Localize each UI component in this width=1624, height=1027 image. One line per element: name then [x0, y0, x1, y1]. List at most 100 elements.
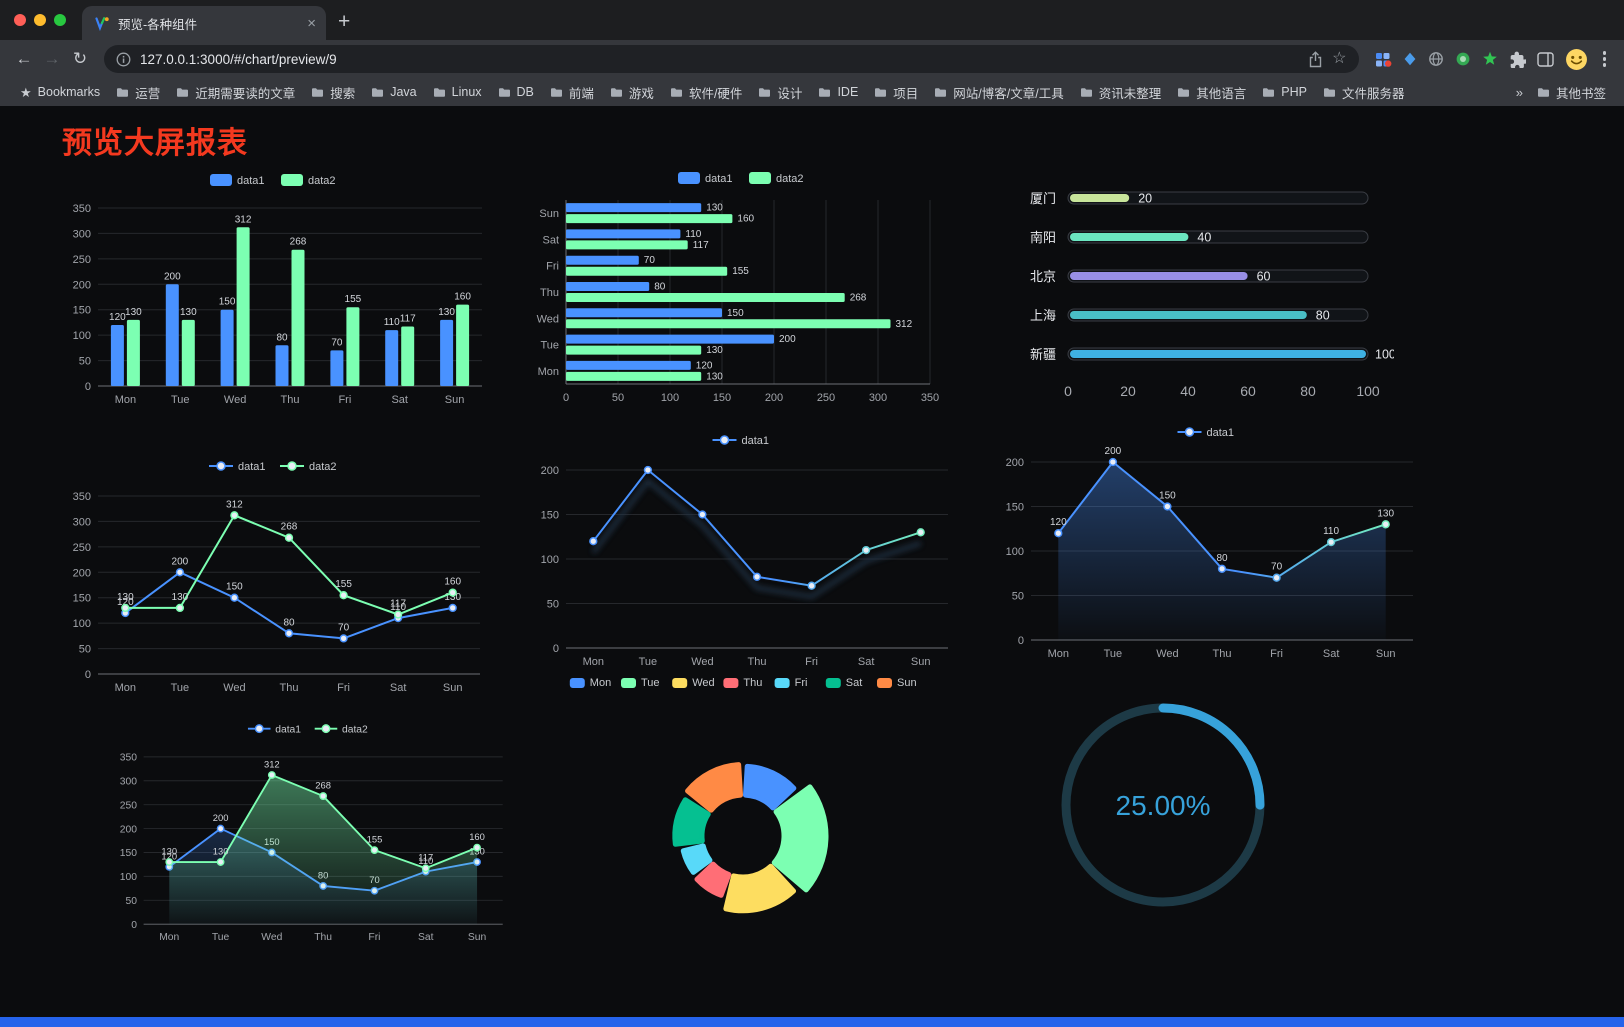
bookmark-folder-item[interactable]: 运营 — [108, 80, 168, 105]
svg-text:0: 0 — [563, 392, 569, 404]
folder-icon — [1262, 87, 1275, 98]
folder-icon — [498, 87, 511, 98]
svg-text:20: 20 — [1138, 192, 1152, 206]
bookmark-label: 其他语言 — [1196, 86, 1247, 101]
window-zoom-button[interactable] — [54, 14, 66, 26]
svg-text:268: 268 — [850, 293, 867, 304]
chart-gauge: 25.00% — [972, 672, 1444, 926]
svg-text:130: 130 — [161, 846, 177, 857]
bookmark-folder-item[interactable]: 软件/硬件 — [662, 80, 750, 105]
svg-text:155: 155 — [335, 579, 352, 590]
forward-button[interactable]: → — [43, 49, 61, 68]
svg-text:150: 150 — [713, 392, 731, 404]
svg-text:110: 110 — [418, 855, 433, 866]
profile-avatar[interactable] — [1565, 48, 1588, 71]
bookmark-folder-item[interactable]: Linux — [425, 82, 490, 102]
svg-text:data1: data1 — [238, 461, 266, 473]
new-tab-button[interactable]: + — [338, 10, 351, 33]
bookmark-folder-item[interactable]: 资讯未整理 — [1072, 80, 1170, 105]
bookmark-folder-item[interactable]: 文件服务器 — [1315, 80, 1413, 105]
svg-text:200: 200 — [765, 392, 783, 404]
folder-icon — [1537, 87, 1550, 98]
bookmark-folder-item[interactable]: 游戏 — [602, 80, 662, 105]
chart-capsule-bar: 厦门 20 南阳 40 北京 60 上海 80 新疆 100 0 20 40 60 80 100 — [972, 164, 1444, 418]
svg-text:0: 0 — [131, 920, 137, 931]
folder-icon — [610, 87, 623, 98]
bookmark-label: 前端 — [568, 86, 594, 101]
svg-text:Fri: Fri — [338, 394, 351, 406]
bookmark-folder-item[interactable]: 前端 — [542, 80, 602, 105]
extension-star-icon[interactable] — [1482, 51, 1498, 67]
svg-text:上海: 上海 — [1030, 308, 1056, 323]
folder-icon — [934, 87, 947, 98]
svg-text:155: 155 — [732, 266, 749, 277]
svg-text:100: 100 — [73, 330, 91, 342]
extension-drop-icon[interactable] — [1403, 52, 1417, 66]
back-button[interactable]: ← — [15, 49, 33, 68]
bookmark-folder-item[interactable]: DB — [490, 82, 542, 102]
svg-text:Mon: Mon — [115, 394, 136, 406]
svg-text:300: 300 — [73, 228, 91, 240]
side-panel-icon[interactable] — [1536, 51, 1554, 67]
svg-text:Fri: Fri — [805, 656, 818, 668]
reload-button[interactable]: ↻ — [72, 49, 88, 68]
bookmark-folder-item[interactable]: 近期需要读的文章 — [168, 80, 303, 105]
svg-text:200: 200 — [73, 567, 91, 579]
address-bar[interactable]: 127.0.0.1:3000/#/chart/preview/9 ☆ — [104, 45, 1359, 73]
bookmark-folder-item[interactable]: 搜索 — [303, 80, 363, 105]
bookmark-label: 文件服务器 — [1341, 86, 1405, 101]
bookmarks-bar: ★ Bookmarks 运营 近期需要读的文章 搜索 Java Linux DB 前端 游戏 软件/… — [0, 78, 1624, 106]
svg-text:Fri: Fri — [337, 682, 350, 694]
svg-text:100: 100 — [541, 554, 559, 566]
bookmark-folder-item[interactable]: 其他语言 — [1169, 80, 1254, 105]
svg-text:Mon: Mon — [583, 656, 604, 668]
window-minimize-button[interactable] — [34, 14, 46, 26]
bookmark-folder-item[interactable]: 项目 — [866, 80, 926, 105]
browser-menu-icon[interactable] — [1599, 51, 1611, 67]
share-icon[interactable] — [1308, 50, 1323, 68]
bookmark-label: DB — [516, 85, 534, 99]
site-info-icon[interactable] — [116, 52, 131, 67]
bookmark-folder-item[interactable]: Java — [363, 82, 424, 102]
svg-text:Sat: Sat — [858, 656, 875, 668]
svg-text:Sun: Sun — [911, 656, 931, 668]
tab-close-icon[interactable]: × — [307, 14, 316, 32]
svg-text:Fri: Fri — [795, 677, 808, 689]
svg-text:268: 268 — [281, 522, 298, 533]
svg-text:Wed: Wed — [224, 394, 246, 406]
extension-globe-icon[interactable] — [1428, 51, 1444, 67]
svg-text:Sat: Sat — [1323, 648, 1340, 660]
bookmarks-overflow-chevron[interactable]: » — [1515, 84, 1523, 100]
bookmark-star-icon[interactable]: ☆ — [1332, 50, 1347, 67]
svg-text:130: 130 — [125, 307, 142, 318]
svg-text:厦门: 厦门 — [1030, 191, 1056, 206]
svg-text:150: 150 — [1006, 502, 1024, 514]
svg-text:120: 120 — [161, 850, 177, 861]
svg-text:268: 268 — [290, 237, 307, 248]
svg-text:120: 120 — [109, 312, 126, 323]
url-text: 127.0.0.1:3000/#/chart/preview/9 — [140, 51, 337, 67]
extensions-puzzle-icon[interactable] — [1509, 51, 1526, 68]
svg-text:150: 150 — [226, 582, 243, 593]
bookmark-label: Bookmarks — [37, 85, 101, 99]
svg-text:Tue: Tue — [171, 394, 190, 406]
bookmark-folder-item[interactable]: IDE — [810, 82, 866, 102]
bookmark-folder-item[interactable]: 设计 — [750, 80, 810, 105]
page-title: 预览大屏报表 — [62, 127, 248, 160]
svg-text:130: 130 — [180, 307, 197, 318]
bookmarks-home-item[interactable]: ★ Bookmarks — [12, 82, 108, 102]
svg-text:100: 100 — [1356, 383, 1380, 399]
svg-text:Wed: Wed — [692, 677, 714, 689]
star-icon: ★ — [20, 84, 32, 100]
browser-tab[interactable]: 预览-各种组件 × — [82, 6, 326, 40]
bookmark-folder-item[interactable]: PHP — [1254, 82, 1315, 102]
window-close-button[interactable] — [14, 14, 26, 26]
other-bookmarks-button[interactable]: 其他书签 — [1531, 80, 1612, 105]
extension-green-dot-icon[interactable] — [1455, 51, 1471, 67]
bookmark-folder-item[interactable]: 网站/博客/文章/工具 — [926, 80, 1071, 105]
folder-icon — [176, 87, 189, 98]
svg-text:50: 50 — [547, 599, 559, 611]
svg-text:50: 50 — [79, 644, 91, 656]
svg-text:Tue: Tue — [1104, 648, 1123, 660]
extension-grid-icon[interactable] — [1375, 51, 1392, 68]
